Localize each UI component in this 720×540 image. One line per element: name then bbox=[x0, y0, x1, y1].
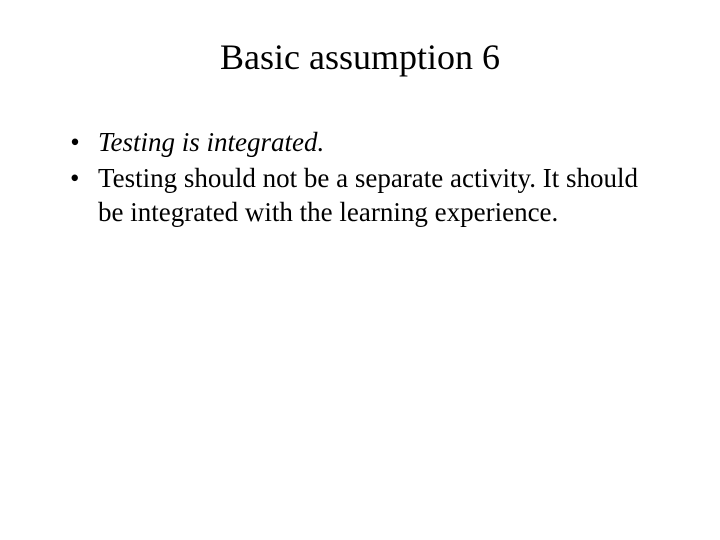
bullet-text: Testing is integrated. bbox=[98, 127, 324, 157]
bullet-list: Testing is integrated. Testing should no… bbox=[50, 126, 670, 229]
bullet-item: Testing is integrated. bbox=[70, 126, 670, 160]
slide-title: Basic assumption 6 bbox=[50, 36, 670, 78]
bullet-text: Testing should not be a separate activit… bbox=[98, 163, 638, 227]
bullet-item: Testing should not be a separate activit… bbox=[70, 162, 670, 230]
